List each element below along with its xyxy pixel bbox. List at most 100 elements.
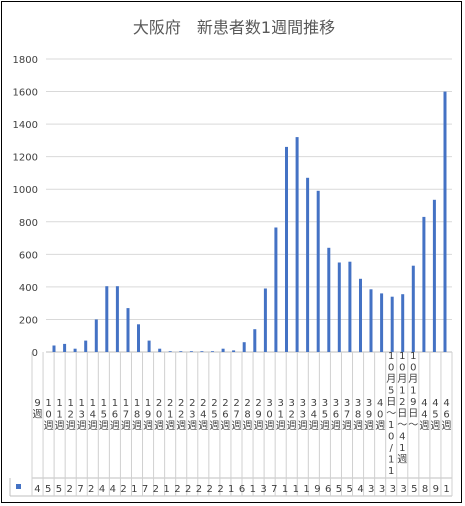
bar [263,288,267,352]
data-value: 8 [422,484,428,495]
y-axis-ticks: 0 200 400 600 800 1000 1200 1400 1600 1800 [13,55,38,359]
bar [221,348,225,352]
data-value: 3 [368,484,374,495]
y-tick-label: 1000 [13,185,38,196]
bar [200,351,204,352]
data-value: 1 [282,484,288,495]
bar [232,350,236,352]
y-tick-label: 0 [32,348,38,359]
bar [126,308,130,352]
y-tick-label: 1200 [13,153,38,164]
data-value: 7 [142,484,148,495]
data-value: 6 [325,484,331,495]
data-value: 2 [153,484,159,495]
category-label: 1 0 月 5 日～ 1 0/1 1 [386,351,396,477]
data-value: 7 [271,484,277,495]
bar [147,340,151,352]
bar [327,247,331,352]
data-value: 2 [88,484,94,495]
bar [189,351,193,352]
y-tick-label: 800 [19,218,38,229]
bar [369,289,373,352]
bar [115,286,119,352]
y-tick-label: 1800 [13,55,38,66]
bar [432,199,436,352]
data-value: 9 [433,484,439,495]
y-tick-label: 200 [19,315,38,326]
data-value: 5 [347,484,353,495]
bar [380,293,384,352]
data-value: 5 [411,484,417,495]
bar [73,348,77,352]
data-value: 7 [77,484,83,495]
bar [390,296,394,352]
bar [316,190,320,352]
bar [359,278,362,353]
bar [242,342,246,352]
bar [285,146,288,352]
bar [137,324,140,352]
category-label: 1 0 月 1 2 日～ 4 1 週 [397,351,407,466]
bars [52,91,447,353]
category-label: 1 0 月 1 9 日～ [408,351,418,431]
bar [422,216,426,352]
bar [168,351,172,352]
data-value: 2 [67,484,73,495]
data-table: 9 週1 0 週1 1 週1 2 週1 3 週1 4 週1 5 週1 6 週1 7 週1 8 週1 9 週2 0 週2 1 週2 2… [9,351,453,497]
bar [295,137,299,352]
data-value: 1 [443,484,449,495]
bar [211,351,214,352]
chart-title: 大阪府 新患者数1週間推移 [133,18,335,37]
data-value: 1 [131,484,137,495]
data-value: 4 [357,484,363,495]
data-value: 5 [45,484,51,495]
data-value: 2 [120,484,126,495]
bar [401,294,405,352]
data-value: 5 [336,484,342,495]
data-value: 2 [207,484,213,495]
bar [52,345,56,352]
data-value: 3 [379,484,385,495]
data-value: 4 [99,484,105,495]
bar [179,351,183,352]
bar [443,91,447,352]
data-value: 1 [293,484,299,495]
data-value: 1 [250,484,256,495]
data-value: 2 [217,484,223,495]
bar [306,177,310,352]
bar [63,343,67,352]
bar [253,329,257,352]
data-value: 4 [34,484,40,495]
data-value: 3 [400,484,406,495]
data-value: 2 [185,484,191,495]
data-value: 1 [228,484,234,495]
gridlines [46,58,452,353]
